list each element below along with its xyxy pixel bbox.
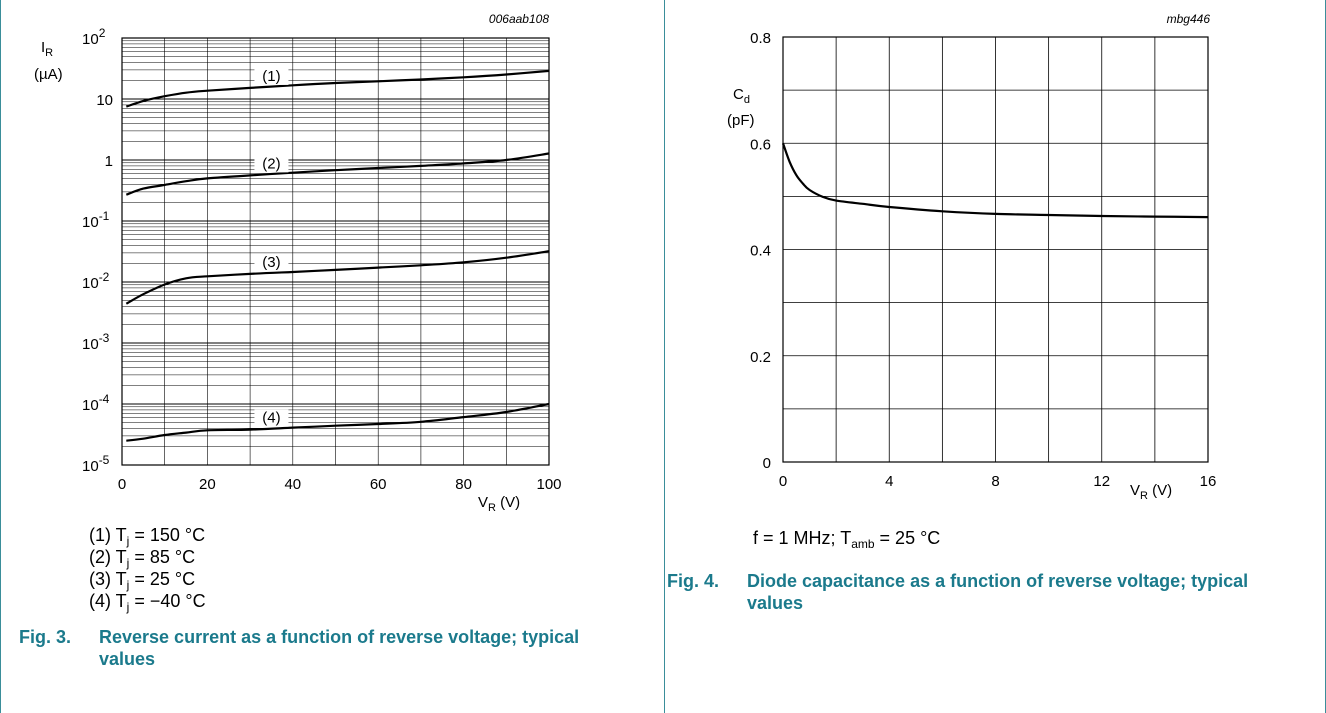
y-tick-label: 0.8 <box>750 30 771 47</box>
y-axis-label: IR <box>41 39 53 59</box>
frame-divider <box>664 0 665 713</box>
curve-label-1: (1) <box>262 68 280 85</box>
curve-label-3: (3) <box>262 254 280 271</box>
x-tick-label: 4 <box>885 473 893 490</box>
legend-text: (4) T <box>89 591 127 611</box>
curve-label-2: (2) <box>262 155 280 172</box>
diode-capacitance-chart: mbg446 0 4 8 12 16 0 0.2 0.4 0.6 0.8 Cd (pF) VR (… <box>727 12 1217 502</box>
x-tick-label: 0 <box>118 476 126 493</box>
y-axis-label: Cd <box>733 86 750 106</box>
legend-value: = 25 °C <box>129 569 196 589</box>
figure-4-panel: mbg446 0 4 8 12 16 0 0.2 0.4 0.6 0.8 Cd (pF) VR (… <box>665 0 1326 713</box>
curve-4 <box>126 402 550 442</box>
x-tick-label: 20 <box>199 476 216 493</box>
legend-text: (2) T <box>89 547 127 567</box>
x-tick-label: 80 <box>455 476 472 493</box>
y-tick-label: 10 <box>96 92 113 109</box>
caption-number: Fig. 4. <box>667 571 720 591</box>
legend-entry-1: (1) Tj = 150 °C <box>89 524 206 548</box>
x-axis-label: VR (V) <box>1130 482 1172 502</box>
test-conditions-a: f = 1 MHz; T <box>753 528 852 548</box>
figure-id-label: 006aab108 <box>489 12 549 26</box>
test-conditions-b: = 25 °C <box>874 528 941 548</box>
caption-text: Diode capacitance as a function of rever… <box>747 571 1249 613</box>
curve-3 <box>125 250 550 305</box>
figure-3-caption: Fig. 3. Reverse current as a function of… <box>19 626 639 676</box>
y-tick-label: 0 <box>763 455 771 472</box>
x-tick-label: 60 <box>370 476 387 493</box>
legend-entry-2: (2) Tj = 85 °C <box>89 546 206 570</box>
curve-label-4: (4) <box>262 410 280 427</box>
caption-text: Reverse current as a function of reverse… <box>99 627 580 669</box>
x-tick-label: 16 <box>1200 473 1217 490</box>
figure-3-panel: 006aab108 0 20 40 60 80 100 102 10 1 10-1 10-2 10-3… <box>19 12 639 676</box>
legend-text: (3) T <box>89 569 127 589</box>
y-tick-label: 1 <box>105 153 113 170</box>
curve-1 <box>125 69 550 108</box>
y-axis-unit: (pF) <box>727 112 755 129</box>
legend-entry-3: (3) Tj = 25 °C <box>89 568 206 592</box>
y-tick-label: 10-2 <box>82 270 110 292</box>
curve-label-bg <box>254 155 289 173</box>
curve-2 <box>125 152 550 196</box>
y-tick-label: 0.6 <box>750 136 771 153</box>
y-tick-label: 0.2 <box>750 349 771 366</box>
legend-text: (1) T <box>89 525 127 545</box>
y-axis-unit: (µA) <box>34 66 63 83</box>
legend: (1) Tj = 150 °C (2) Tj = 85 °C (3) Tj = 25… <box>89 524 206 614</box>
legend-value: = 85 °C <box>129 547 196 567</box>
x-tick-label: 40 <box>284 476 301 493</box>
figure-id-label: mbg446 <box>1167 12 1211 26</box>
y-tick-label: 10-4 <box>82 392 110 414</box>
curve-label-bg <box>254 67 289 85</box>
y-tick-label: 10-5 <box>82 453 110 475</box>
x-tick-label: 100 <box>536 476 561 493</box>
legend-value: = 150 °C <box>129 525 206 545</box>
legend-sub: j <box>126 556 130 570</box>
legend-value: = −40 °C <box>129 591 206 611</box>
curve-label-bg <box>254 409 289 427</box>
curve-label-bg <box>254 253 289 271</box>
figure-4-caption: Fig. 4. Diode capacitance as a function … <box>667 570 1287 620</box>
y-tick-label: 0.4 <box>750 243 771 260</box>
y-tick-label: 10-3 <box>82 331 110 353</box>
test-conditions-sub: amb <box>851 537 875 551</box>
legend-sub: j <box>126 534 130 548</box>
frame-left-border <box>0 0 1 713</box>
legend-sub: j <box>126 578 130 592</box>
reverse-current-chart: 006aab108 0 20 40 60 80 100 102 10 1 10-1 10-2 10-3… <box>34 12 562 514</box>
x-axis-label: VR (V) <box>478 494 520 514</box>
capacitance-curve <box>781 142 1209 219</box>
x-tick-label: 0 <box>779 473 787 490</box>
x-tick-label: 8 <box>991 473 999 490</box>
y-tick-label: 10-1 <box>82 209 110 231</box>
legend-entry-4: (4) Tj = −40 °C <box>89 590 206 614</box>
x-tick-label: 12 <box>1093 473 1110 490</box>
caption-number: Fig. 3. <box>19 627 72 647</box>
y-tick-label: 102 <box>82 26 106 48</box>
legend-sub: j <box>126 600 130 614</box>
test-conditions: f = 1 MHz; Tamb = 25 °C <box>753 528 941 551</box>
